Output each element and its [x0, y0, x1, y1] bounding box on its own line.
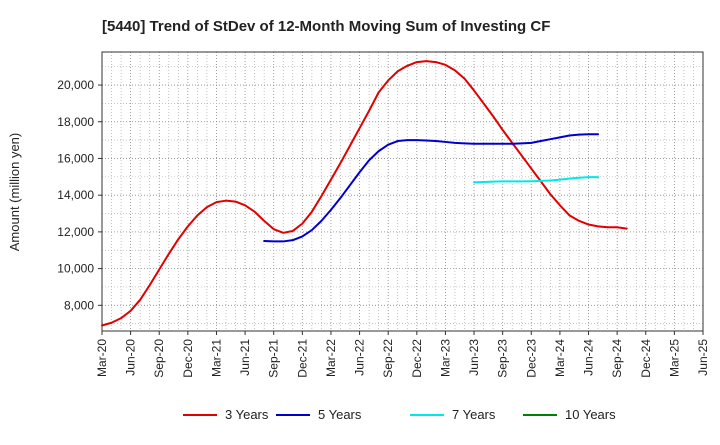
chart-title: [5440] Trend of StDev of 12-Month Moving… — [102, 18, 550, 35]
legend-label: 3 Years — [225, 407, 269, 422]
legend: 3 Years 5 Years 7 Years 10 Years — [183, 407, 616, 422]
x-tick-label: Dec-20 — [181, 339, 195, 378]
x-tick-label: Mar-21 — [209, 339, 223, 377]
x-tick-label: Mar-22 — [324, 339, 338, 377]
series-line-7-years — [473, 176, 600, 184]
legend-label: 7 Years — [452, 407, 496, 422]
x-tick-label: Sep-23 — [496, 339, 510, 378]
x-tick-label: Jun-21 — [238, 339, 252, 376]
x-tick-label: Jun-24 — [582, 339, 596, 376]
x-tick-label: Dec-22 — [410, 339, 424, 378]
plot-background — [102, 52, 703, 331]
y-tick-label: 14,000 — [57, 188, 94, 202]
x-tick-label: Sep-22 — [381, 339, 395, 378]
y-tick-label: 20,000 — [57, 78, 94, 92]
legend-label: 10 Years — [565, 407, 616, 422]
x-tick-label: Sep-21 — [267, 339, 281, 378]
x-tick-label: Dec-21 — [295, 339, 309, 378]
y-tick-label: 10,000 — [57, 262, 94, 276]
x-tick-label: Mar-20 — [95, 339, 109, 377]
x-tick-label: Mar-25 — [667, 339, 681, 377]
x-tick-label: Sep-24 — [610, 339, 624, 378]
series-line-3-years — [101, 60, 628, 327]
y-axis-label: Amount (million yen) — [7, 133, 22, 252]
x-tick-label: Dec-23 — [524, 339, 538, 378]
plot-area: 8,000 10,000 12,000 14,000 16,000 18,000 20,00… — [57, 51, 710, 378]
x-tick-label: Dec-24 — [639, 339, 653, 378]
x-tick-label: Jun-25 — [696, 339, 710, 376]
x-tick-label: Mar-24 — [553, 339, 567, 377]
x-tick-label: Sep-20 — [152, 339, 166, 378]
series-line-5-years — [263, 133, 600, 243]
y-tick-label: 8,000 — [64, 298, 94, 312]
y-tick-label: 16,000 — [57, 151, 94, 165]
legend-label: 5 Years — [318, 407, 362, 422]
plot-frame — [101, 51, 704, 332]
y-tick-label: 12,000 — [57, 225, 94, 239]
x-tick-label: Jun-22 — [353, 339, 367, 376]
x-tick-label: Mar-23 — [438, 339, 452, 377]
y-tick-label: 18,000 — [57, 115, 94, 129]
x-tick-label: Jun-20 — [124, 339, 138, 376]
x-tick-label: Jun-23 — [467, 339, 481, 376]
